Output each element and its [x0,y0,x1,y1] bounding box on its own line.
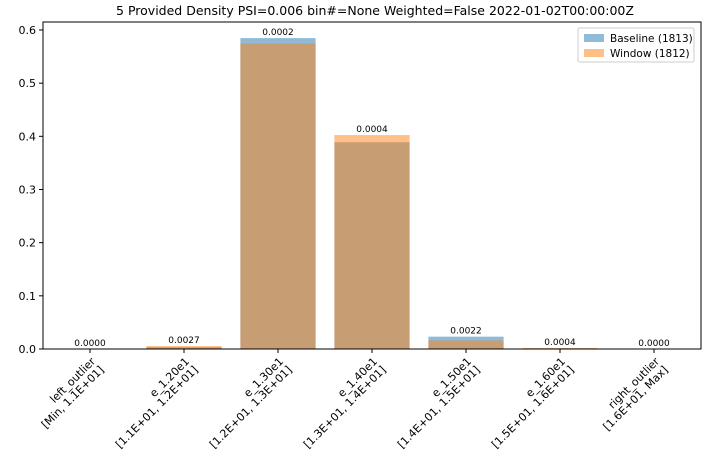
x-tick-label-line: [1.2E+01, 1.3E+01] [207,363,295,450]
x-tick-label-2: e_1.30e1[1.2E+01, 1.3E+01] [199,355,295,450]
x-tick-label-line: [1.4E+01, 1.5E+01] [395,363,483,450]
bar-label-2: 0.0002 [262,28,294,38]
x-tick-label-1: e_1.20e1[1.1E+01, 1.2E+01] [105,355,201,450]
y-axis: 0.0 0.1 0.2 0.3 0.4 0.5 0.6 [19,24,43,356]
x-tick-label-5: e_1.60e1[1.5E+01, 1.6E+01] [481,355,577,450]
bar-label-3: 0.0004 [356,125,388,135]
bar-window-4 [428,340,504,349]
bar-label-4: 0.0022 [450,327,482,337]
x-tick-label-0: left_outlier[Min, 1.1E+01] [30,355,107,432]
x-tick-label-3: e_1.40e1[1.3E+01, 1.4E+01] [293,355,389,450]
chart-title: 5 Provided Density PSI=0.006 bin#=None W… [116,3,634,18]
legend-label-0: Baseline (1813) [610,33,693,45]
x-tick-label-4: e_1.50e1[1.4E+01, 1.5E+01] [387,355,483,450]
bar-window-2 [240,43,316,349]
bar-label-5: 0.0004 [544,338,576,348]
bar-window-3 [334,135,410,349]
legend: Baseline (1813) Window (1812) [577,27,695,63]
bars-layer [146,38,598,350]
bar-label-6: 0.0000 [638,339,670,349]
y-tick-label-6: 0.6 [19,24,37,37]
x-tick-label-line: [1.5E+01, 1.6E+01] [489,363,577,450]
y-tick-label-0: 0.0 [19,343,37,356]
legend-swatch-1 [584,49,604,57]
bar-window-1 [146,346,222,349]
x-tick-label-line: [1.1E+01, 1.2E+01] [113,363,201,450]
y-tick-label-2: 0.2 [19,237,37,250]
y-tick-label-1: 0.1 [19,290,37,303]
y-tick-label-4: 0.4 [19,130,37,143]
x-axis: left_outlier[Min, 1.1E+01] e_1.20e1[1.1E+… [30,349,671,451]
legend-box [577,27,695,63]
legend-swatch-0 [584,34,604,42]
bar-label-0: 0.0000 [74,339,106,349]
legend-label-1: Window (1812) [610,48,690,60]
bar-label-1: 0.0027 [168,336,200,346]
x-tick-label-line: [1.3E+01, 1.4E+01] [301,363,389,450]
x-tick-label-6: right_outlier[1.6E+01, Max] [592,355,671,434]
y-tick-label-5: 0.5 [19,77,37,90]
y-tick-label-3: 0.3 [19,183,37,196]
plot-frame [42,21,702,350]
bar-labels-layer: 0.0000 0.0027 0.0002 0.0004 0.0022 0.0004 0.00… [74,28,670,349]
